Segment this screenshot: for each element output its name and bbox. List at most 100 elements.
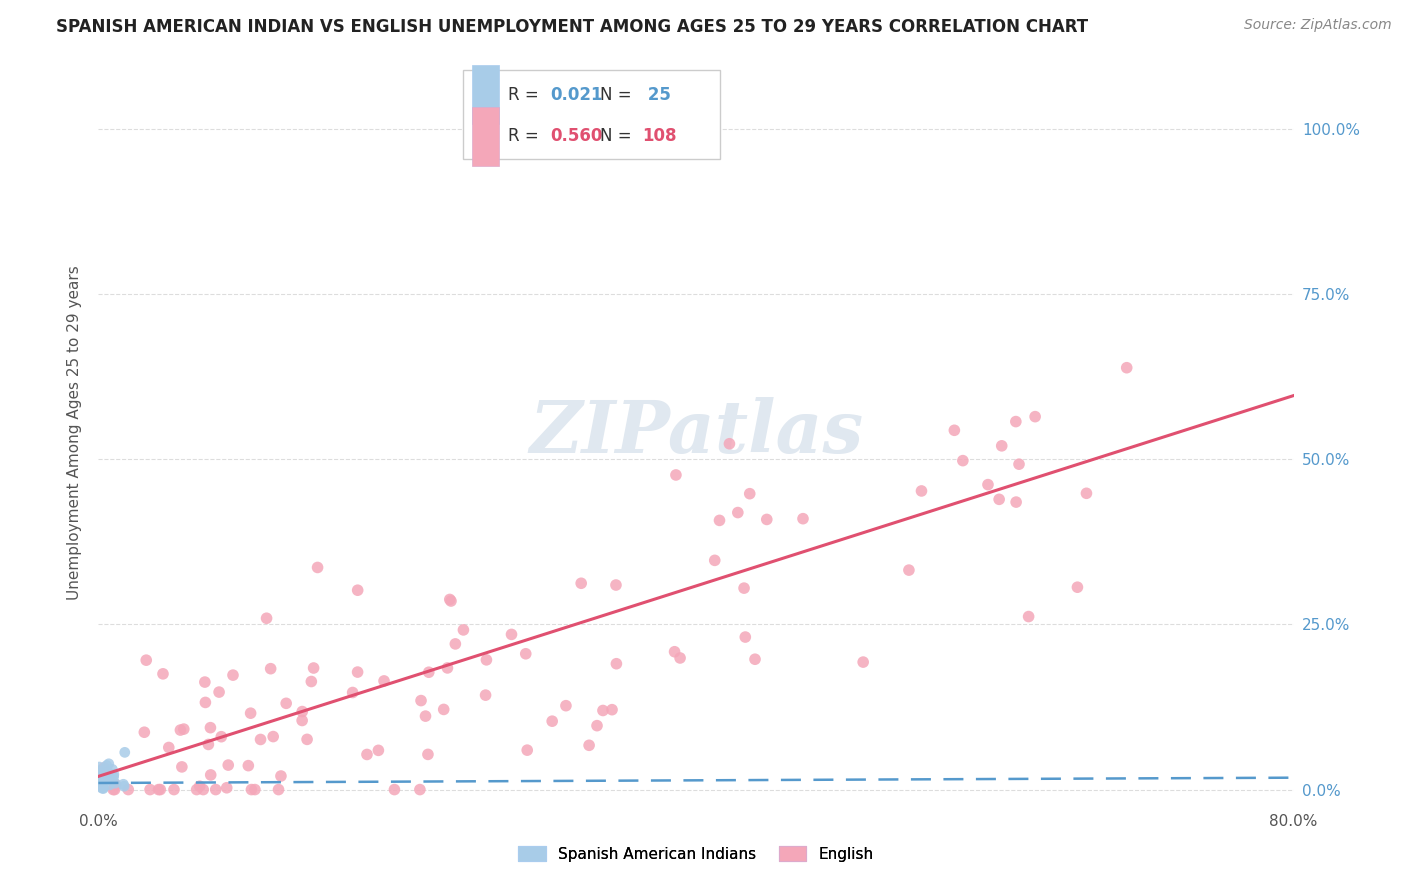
Point [93, 770, 115, 784]
Point [186, 782, 208, 797]
Point [104, 776, 127, 790]
Point [90, 780, 112, 795]
Point [157, 740, 180, 755]
Point [91, 781, 114, 796]
Point [346, 665, 368, 679]
Point [664, 645, 686, 659]
Point [475, 653, 498, 667]
Point [718, 436, 741, 450]
Text: ZIPatlas: ZIPatlas [529, 397, 863, 468]
Point [291, 714, 314, 728]
Point [1024, 409, 1046, 424]
Point [256, 611, 278, 625]
Point [1005, 495, 1028, 509]
Point [208, 685, 231, 699]
Point [578, 739, 600, 753]
Point [104, 778, 127, 792]
Point [703, 553, 725, 567]
Point [197, 738, 219, 752]
Point [1005, 415, 1028, 429]
Text: 108: 108 [643, 128, 676, 145]
Point [409, 782, 432, 797]
Point [444, 637, 467, 651]
Point [112, 777, 135, 791]
Point [103, 767, 125, 781]
Point [194, 675, 217, 690]
Point [249, 732, 271, 747]
Point [114, 745, 136, 759]
Point [727, 506, 749, 520]
Point [605, 657, 627, 671]
Text: 25: 25 [643, 86, 671, 103]
Point [222, 668, 245, 682]
Point [367, 743, 389, 757]
Point [555, 698, 578, 713]
Point [238, 758, 260, 772]
Point [1066, 580, 1088, 594]
Point [209, 730, 232, 744]
Point [1008, 457, 1031, 471]
Point [188, 779, 211, 793]
Text: R =: R = [509, 86, 544, 103]
Point [91, 773, 114, 788]
Point [600, 703, 623, 717]
Point [89, 772, 111, 787]
Point [215, 780, 238, 795]
Point [139, 782, 162, 797]
Point [149, 782, 172, 797]
Point [346, 583, 368, 598]
Point [260, 662, 283, 676]
Point [217, 758, 239, 772]
Point [433, 702, 456, 716]
Point [98, 778, 121, 792]
Y-axis label: Unemployment Among Ages 25 to 29 years: Unemployment Among Ages 25 to 29 years [67, 265, 83, 600]
Point [669, 651, 692, 665]
Point [103, 782, 125, 797]
Point [170, 760, 193, 774]
Point [291, 705, 314, 719]
Point [952, 453, 974, 467]
Point [276, 696, 298, 710]
Point [295, 732, 318, 747]
Point [541, 714, 564, 729]
Text: N =: N = [600, 86, 637, 103]
Point [569, 576, 592, 591]
Point [586, 719, 609, 733]
Point [148, 782, 170, 797]
Point [755, 512, 778, 526]
Point [97, 770, 120, 784]
Point [101, 774, 124, 789]
Point [415, 709, 437, 723]
Point [194, 695, 217, 709]
Point [299, 674, 322, 689]
Point [436, 661, 458, 675]
Text: Source: ZipAtlas.com: Source: ZipAtlas.com [1244, 18, 1392, 32]
Point [89, 760, 111, 774]
Point [193, 782, 215, 797]
Point [169, 723, 191, 737]
Point [665, 467, 688, 482]
Point [384, 782, 406, 797]
Point [515, 647, 537, 661]
Point [744, 652, 766, 666]
Point [117, 782, 139, 797]
Point [734, 630, 756, 644]
Point [112, 779, 135, 793]
Point [439, 592, 461, 607]
Point [440, 594, 463, 608]
Point [1115, 360, 1137, 375]
Point [988, 492, 1011, 507]
Point [200, 721, 222, 735]
Point [134, 725, 156, 739]
Point [101, 763, 124, 777]
Point [418, 665, 440, 680]
Point [97, 756, 120, 771]
Point [852, 655, 875, 669]
Point [453, 623, 475, 637]
Point [738, 486, 761, 500]
Point [97, 764, 120, 779]
Point [416, 747, 439, 762]
Point [373, 673, 395, 688]
Legend: Spanish American Indians, English: Spanish American Indians, English [510, 838, 882, 869]
Point [163, 782, 186, 797]
